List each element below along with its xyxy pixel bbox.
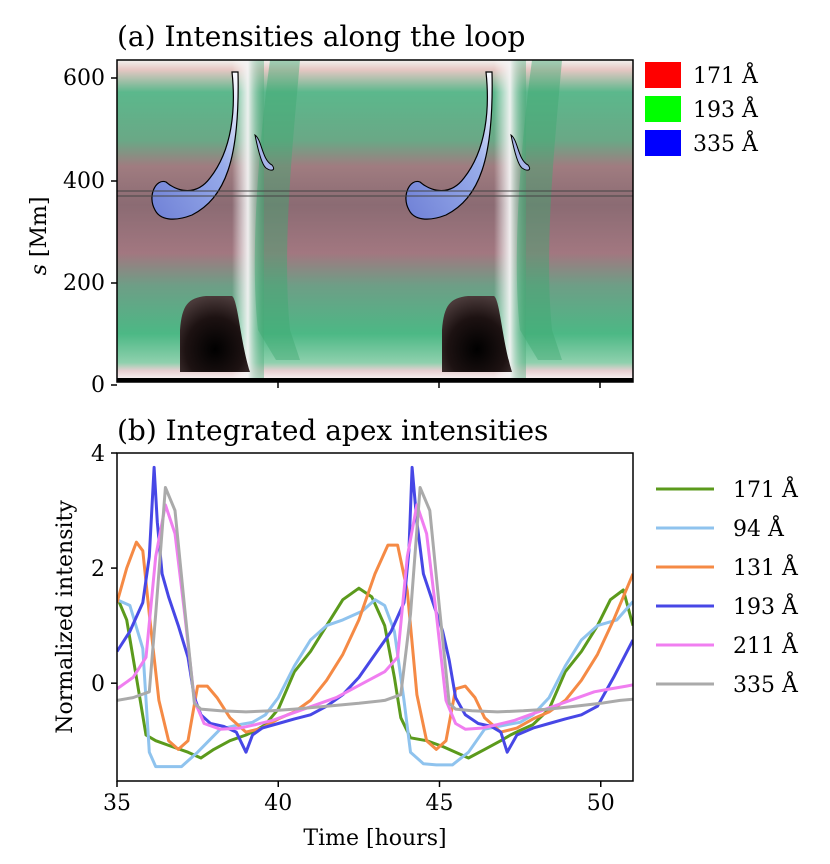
y-tick-label: 0 <box>91 373 105 398</box>
series-line-171 <box>117 586 633 760</box>
panel-b-frame <box>116 452 634 782</box>
panel-a-y-ticks: 600 400 200 0 <box>63 66 117 398</box>
panel-b-legend: 171 Å 94 Å 131 Å 193 Å 211 Å 335 Å <box>656 475 799 698</box>
legend-item-335: 335 Å <box>645 129 759 157</box>
legend-label: 335 Å <box>693 129 759 157</box>
legend-item-335: 335 Å <box>656 670 799 698</box>
legend-label: 171 Å <box>733 475 799 503</box>
y-tick-label: 400 <box>63 169 105 194</box>
heatmap-dark-region <box>180 296 250 372</box>
legend-item-131: 131 Å <box>656 553 799 581</box>
panel-a-frame <box>116 59 634 383</box>
legend-label: 131 Å <box>733 553 799 581</box>
series-line-335 <box>117 486 633 714</box>
line-series <box>117 465 633 769</box>
legend-label: 335 Å <box>733 670 799 698</box>
heatmap-cycle-2 <box>405 60 562 382</box>
legend-swatch <box>645 62 681 88</box>
series-line-131 <box>117 540 633 751</box>
heatmap-contour-335 <box>151 71 239 220</box>
y-tick-label: 2 <box>91 557 105 582</box>
heatmap-green-band <box>516 60 562 360</box>
legend-swatch <box>645 130 681 156</box>
heatmap-image <box>117 60 633 382</box>
panel-a-ylabel: s [Mm] <box>27 197 52 276</box>
legend-label: 193 Å <box>693 95 759 123</box>
panel-b-axes: 35 40 45 50 0 2 4 <box>91 442 615 816</box>
legend-item-193: 193 Å <box>656 592 799 620</box>
legend-label: 171 Å <box>693 61 759 89</box>
panel-b-title: (b) Integrated apex intensities <box>117 414 548 447</box>
legend-item-94: 94 Å <box>656 514 785 542</box>
legend-label: 94 Å <box>733 514 785 542</box>
panel-b-ylabel: Normalized intensity <box>53 500 78 734</box>
y-tick-label: 200 <box>63 271 105 296</box>
x-tick-label: 35 <box>103 791 131 816</box>
series-line-193 <box>117 465 633 754</box>
heatmap-green-band <box>254 60 300 360</box>
legend-item-171: 171 Å <box>656 475 799 503</box>
panel-b-xlabel: Time [hours] <box>303 826 446 851</box>
series-line-94 <box>117 598 633 769</box>
x-tick-label: 45 <box>426 791 454 816</box>
heatmap-contour-small <box>510 133 531 171</box>
panel-a-title: (a) Intensities along the loop <box>117 20 525 53</box>
legend-label: 211 Å <box>733 631 799 659</box>
panel-a-legend: 171 Å 193 Å 335 Å <box>645 61 759 157</box>
panel-a-x-ticks <box>277 382 601 388</box>
heatmap-contour-335 <box>405 71 493 220</box>
heatmap-bottom-band <box>117 378 633 382</box>
x-tick-label: 40 <box>264 791 292 816</box>
heatmap-cycle-1 <box>151 60 300 382</box>
legend-item-193: 193 Å <box>645 95 759 123</box>
x-tick-label: 50 <box>587 791 615 816</box>
legend-label: 193 Å <box>733 592 799 620</box>
y-tick-label: 0 <box>91 672 105 697</box>
heatmap-contour-small <box>254 133 275 171</box>
y-tick-label: 600 <box>63 66 105 91</box>
y-tick-label: 4 <box>91 442 105 467</box>
legend-swatch <box>645 96 681 122</box>
legend-item-171: 171 Å <box>645 61 759 89</box>
legend-item-211: 211 Å <box>656 631 799 659</box>
heatmap-dark-region <box>442 296 512 372</box>
